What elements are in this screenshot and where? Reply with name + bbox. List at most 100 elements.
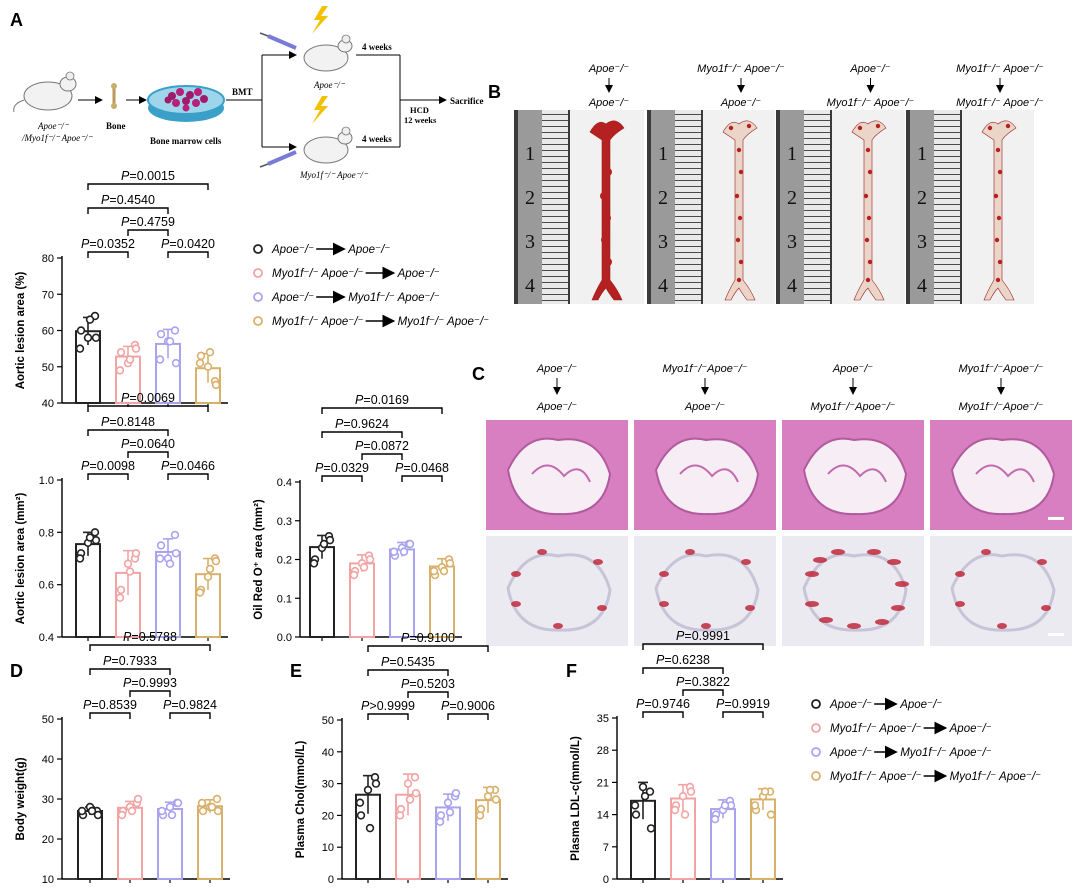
p-value-label: P=0.5788 (123, 630, 177, 644)
panel-label-e: E (290, 661, 302, 681)
bracket-line (447, 713, 489, 720)
oil-red-image (634, 536, 776, 646)
legend-marker (811, 771, 821, 781)
weeks-bottom: 4 weeks (362, 134, 392, 144)
y-tick-label: 0 (603, 874, 609, 886)
bar (197, 805, 223, 881)
bracket-line (89, 668, 171, 675)
bracket-line (367, 645, 489, 652)
bracket-line (321, 475, 363, 482)
bar (77, 810, 103, 880)
y-tick-label: 7 (603, 842, 609, 854)
data-point (156, 329, 166, 339)
legend-donor: Apoe⁻/⁻ (271, 292, 314, 304)
y-tick-label: 40 (322, 747, 334, 759)
legend-bottom: Apoe⁻/⁻ Apoe⁻/⁻Myo1f⁻/⁻ Apoe⁻/⁻ Apoe⁻/⁻Apo… (811, 697, 1042, 783)
y-axis-label: Plasma LDL-c(mmol/L) (570, 736, 582, 861)
data-point (319, 539, 329, 549)
data-point (640, 791, 650, 801)
hcd-label: HCD (410, 105, 429, 115)
group-label-top: Apoe⁻/⁻ (849, 63, 891, 75)
data-point (680, 810, 690, 819)
y-tick-label: 30 (42, 794, 54, 806)
bar (389, 548, 415, 638)
group-label: Apoe⁻/⁻ Myo1f⁻/⁻Apoe⁻/⁻ (811, 363, 896, 413)
group-label: Apoe⁻/⁻ Apoe⁻/⁻ (588, 63, 630, 109)
ruler-mark: 2 (787, 187, 797, 209)
comparison-bracket: P=0.0420 (161, 237, 215, 258)
data-point (116, 585, 126, 595)
cells-label: Bone marrow cells (150, 136, 222, 146)
lesion-spot (736, 277, 742, 283)
group-label-top: Apoe⁻/⁻ (832, 363, 874, 375)
group-label-top: Myo1f⁻/⁻Apoe⁻/⁻ (663, 363, 748, 375)
lipid-stain (813, 557, 827, 563)
p-value-label: P=0.8539 (83, 698, 137, 712)
comparison-bracket: P=0.9824 (163, 698, 217, 719)
group-label-bottom: Myo1f⁻/⁻Apoe⁻/⁻ (811, 401, 896, 413)
ruler-mark: 1 (787, 143, 797, 165)
bracket-line (87, 183, 209, 190)
legend-recipient: Myo1f⁻/⁻ Apoe⁻/⁻ (950, 771, 1042, 783)
comparison-bracket: P=0.7933 (89, 654, 171, 675)
ruler-mark: 4 (658, 275, 668, 297)
sacrifice-label: Sacrifice (450, 96, 483, 106)
data-point (395, 811, 405, 820)
lipid-stain (511, 601, 521, 607)
data-point (75, 344, 85, 353)
lesion-spot (612, 122, 620, 130)
data-point (75, 554, 85, 563)
data-point (670, 805, 680, 815)
data-point (156, 541, 166, 550)
legend-recipient: Apoe⁻/⁻ (949, 723, 992, 735)
lipid-stain (887, 559, 901, 565)
data-point (203, 362, 213, 371)
aorta-photo: 1 2 3 4 (647, 110, 775, 304)
panel-label-c: C (472, 364, 485, 384)
data-point (203, 572, 213, 582)
he-stain-image (634, 420, 776, 530)
lesion-spot (995, 147, 1001, 153)
bone-label: Bone (106, 121, 126, 131)
comparison-bracket: P=0.6238 (642, 653, 724, 674)
data-point (133, 794, 143, 804)
data-point (485, 785, 495, 795)
comparison-bracket: P=0.9991 (642, 629, 764, 650)
data-point (445, 559, 455, 568)
data-point (435, 817, 445, 826)
data-point (309, 559, 319, 568)
data-point (405, 795, 415, 804)
aorta-photo: 1 2 3 4 (514, 110, 644, 304)
legend-donor: Myo1f⁻/⁻ Apoe⁻/⁻ (272, 268, 364, 280)
lesion-spot (867, 169, 873, 175)
he-stain-image (782, 420, 924, 530)
ruler-mark: 2 (525, 187, 535, 209)
p-value-label: P=0.0098 (81, 459, 135, 473)
y-tick-label: 0.1 (277, 593, 292, 605)
y-tick-label: 0.8 (39, 527, 54, 539)
legend-marker (253, 268, 263, 278)
y-tick-label: 0.4 (277, 477, 292, 489)
legend-entry: Apoe⁻/⁻ Apoe⁻/⁻ (811, 697, 942, 711)
irradiation-icon (312, 6, 328, 34)
legend-donor: Apoe⁻/⁻ (829, 747, 872, 759)
data-point (127, 806, 137, 816)
comparison-bracket: P=0.0872 (355, 439, 409, 460)
data-point (205, 348, 215, 357)
lesion-spot (604, 168, 612, 176)
scale-bar (1048, 517, 1064, 520)
group-label: Myo1f⁻/⁻ Apoe⁻/⁻ Myo1f⁻/⁻ Apoe⁻/⁻ (956, 63, 1044, 109)
data-point (155, 355, 165, 364)
donor-mouse-icon (13, 71, 77, 113)
y-tick-label: 0.6 (39, 580, 54, 592)
data-point (83, 333, 93, 342)
y-tick-label: 14 (597, 810, 609, 822)
data-point (77, 806, 87, 816)
data-point (766, 810, 776, 819)
lesion-spot (603, 214, 611, 222)
group-label: Apoe⁻/⁻ Apoe⁻/⁻ (536, 363, 578, 413)
data-point (115, 366, 125, 375)
y-tick-label: 1.0 (39, 475, 54, 487)
lesion-spot (867, 259, 873, 265)
